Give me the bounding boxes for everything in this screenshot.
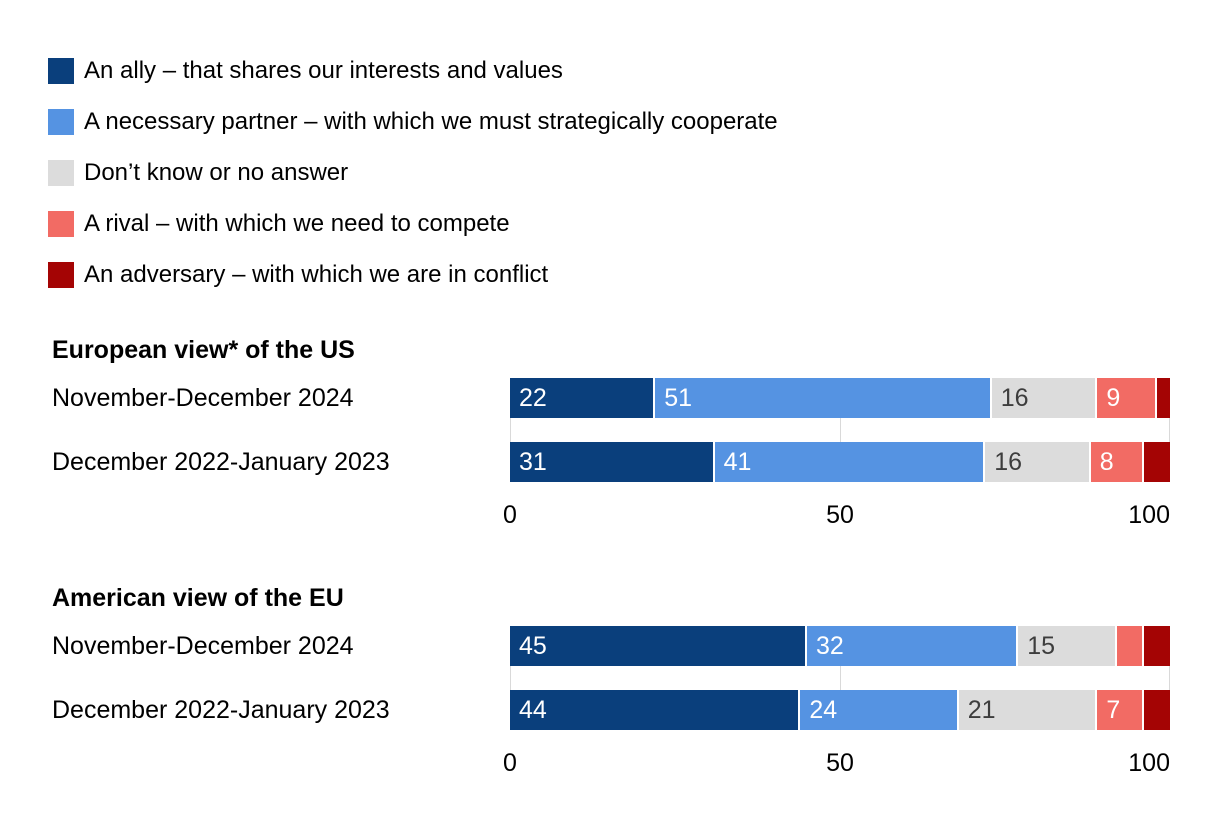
bar-segment-dont_know: 21: [958, 690, 1098, 730]
gridline-0: [510, 626, 511, 730]
bar-segment-partner: 51: [655, 378, 992, 418]
x-axis: 0 50 100: [503, 500, 1170, 530]
x-axis-tick: 100: [1128, 501, 1170, 529]
gridline-100: [1169, 378, 1170, 482]
stacked-bar: 22 51 16 9: [510, 378, 1170, 418]
bar-segment-adversary: [1143, 626, 1170, 666]
bar-segment-ally: 22: [510, 378, 656, 418]
bar-value-label: 51: [664, 383, 692, 412]
legend-item-adversary: An adversary – with which we are in conf…: [48, 262, 778, 288]
bar-segment-rival: [1117, 626, 1144, 666]
chart-title: European view* of the US: [52, 336, 355, 364]
bar-value-label: 21: [967, 695, 996, 724]
x-axis-tick: 0: [503, 501, 517, 529]
bar-value-label: 16: [1000, 383, 1029, 412]
bar-segment-ally: 44: [510, 690, 801, 730]
legend-swatch-partner-icon: [48, 109, 74, 135]
x-axis-tick: 50: [826, 501, 854, 529]
legend: An ally – that shares our interests and …: [48, 58, 778, 313]
bar-segment-ally: 31: [510, 442, 715, 482]
chart-row: November-December 2024 22 51 16 9: [0, 378, 1220, 418]
legend-label-rival: A rival – with which we need to compete: [84, 210, 510, 237]
stacked-bar: 31 41 16 8: [510, 442, 1170, 482]
legend-item-partner: A necessary partner – with which we must…: [48, 109, 778, 135]
legend-label-dont_know: Don’t know or no answer: [84, 159, 349, 186]
bar-segment-rival: 7: [1097, 690, 1144, 730]
bar-value-label: 8: [1099, 447, 1114, 476]
legend-swatch-ally-icon: [48, 58, 74, 84]
bar-value-label: 22: [519, 383, 547, 412]
gridline-50: [840, 378, 841, 482]
bar-value-label: 45: [519, 631, 547, 660]
bar-segment-partner: 32: [807, 626, 1019, 666]
chart-row: December 2022-January 2023 31 41 16 8: [0, 442, 1220, 482]
bar-value-label: 44: [519, 695, 547, 724]
gridline-50: [840, 626, 841, 730]
bar-segment-adversary: [1156, 378, 1170, 418]
chart-row: November-December 2024 45 32 15: [0, 626, 1220, 666]
row-label: December 2022-January 2023: [52, 448, 390, 476]
bar-value-label: 24: [809, 695, 838, 724]
legend-label-partner: A necessary partner – with which we must…: [84, 108, 778, 135]
legend-item-ally: An ally – that shares our interests and …: [48, 58, 778, 84]
row-label: November-December 2024: [52, 384, 354, 412]
stacked-bar: 44 24 21 7: [510, 690, 1170, 730]
row-label: November-December 2024: [52, 632, 354, 660]
bar-value-label: 7: [1106, 695, 1121, 724]
legend-swatch-dont_know-icon: [48, 160, 74, 186]
legend-swatch-rival-icon: [48, 211, 74, 237]
bar-segment-rival: 9: [1097, 378, 1157, 418]
bar-segment-ally: 45: [510, 626, 807, 666]
gridline-100: [1169, 626, 1170, 730]
bar-segment-partner: 24: [800, 690, 959, 730]
bar-value-label: 9: [1106, 383, 1121, 412]
bar-segment-adversary: [1143, 690, 1170, 730]
row-label: December 2022-January 2023: [52, 696, 390, 724]
legend-label-ally: An ally – that shares our interests and …: [84, 57, 563, 84]
bar-segment-dont_know: 16: [985, 442, 1091, 482]
chart-european-view-of-us: European view* of the US November-Decembe…: [0, 336, 1220, 584]
gridline-0: [510, 378, 511, 482]
chart-title: American view of the EU: [52, 584, 344, 612]
bar-segment-dont_know: 15: [1018, 626, 1118, 666]
legend-item-rival: A rival – with which we need to compete: [48, 211, 778, 237]
x-axis-tick: 0: [503, 749, 517, 777]
bar-value-label: 16: [994, 447, 1022, 476]
x-axis-tick: 100: [1128, 749, 1170, 777]
bar-segment-rival: 8: [1090, 442, 1144, 482]
bar-value-label: 41: [723, 447, 752, 476]
bar-segment-adversary: [1143, 442, 1170, 482]
stacked-bar: 45 32 15: [510, 626, 1170, 666]
legend-swatch-adversary-icon: [48, 262, 74, 288]
x-axis-tick: 50: [826, 749, 854, 777]
chart-american-view-of-eu: American view of the EU November-December…: [0, 584, 1220, 824]
x-axis: 0 50 100: [503, 748, 1170, 778]
legend-item-dont_know: Don’t know or no answer: [48, 160, 778, 186]
legend-label-adversary: An adversary – with which we are in conf…: [84, 261, 549, 288]
bar-segment-partner: 41: [714, 442, 986, 482]
chart-row: December 2022-January 2023 44 24 21 7: [0, 690, 1220, 730]
bar-value-label: 32: [816, 631, 844, 660]
bar-value-label: 31: [519, 447, 547, 476]
bar-segment-dont_know: 16: [991, 378, 1098, 418]
bar-value-label: 15: [1027, 631, 1055, 660]
